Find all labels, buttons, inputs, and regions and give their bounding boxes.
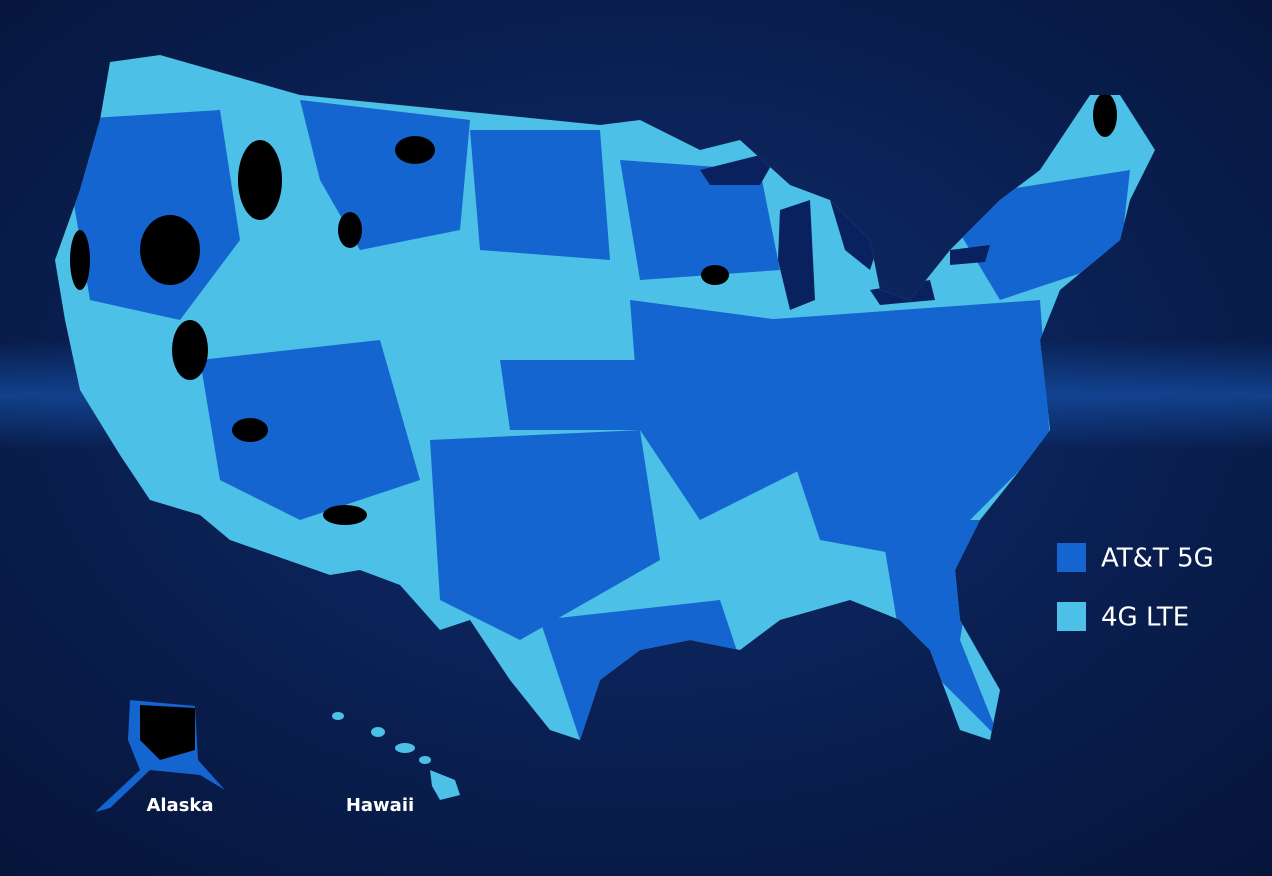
legend-label: 4G LTE [1101,603,1189,633]
legend-label: AT&T 5G [1101,544,1214,574]
hawaii-label: Hawaii [346,795,414,816]
legend: AT&T 5G 4G LTE [1057,543,1214,633]
legend-swatch [1057,543,1086,572]
no-coverage [70,93,1117,525]
5g-coverage [60,100,1130,740]
alaska-shape [95,700,225,812]
alaska-label: Alaska [146,795,213,816]
hawaii-shape [332,712,460,800]
legend-swatch [1057,602,1086,631]
